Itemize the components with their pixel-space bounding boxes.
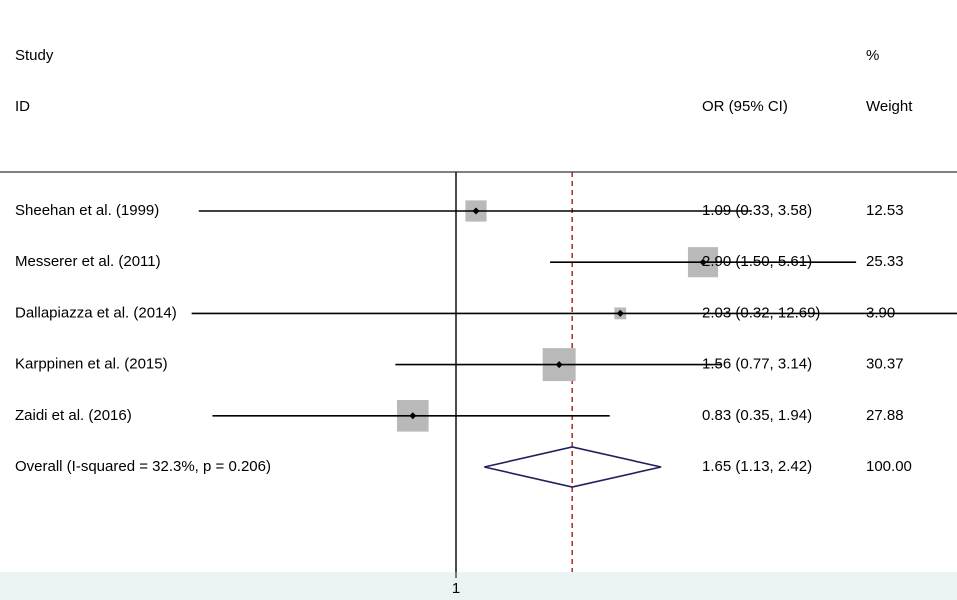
- study-label-1: Messerer et al. (2011): [15, 253, 161, 270]
- header-id: ID: [15, 98, 30, 115]
- study-ci-text-0: 1.09 (0.33, 3.58): [702, 202, 812, 219]
- overall-weight: 100.00: [866, 458, 912, 475]
- study-weight-3: 30.37: [866, 356, 904, 373]
- study-weight-2: 3.90: [866, 304, 895, 321]
- study-weight-4: 27.88: [866, 407, 904, 424]
- study-ci-text-1: 2.90 (1.50, 5.61): [702, 253, 812, 270]
- study-point-0: [472, 207, 480, 215]
- header-study: Study: [15, 47, 54, 64]
- overall-label: Overall (I-squared = 32.3%, p = 0.206): [15, 458, 271, 475]
- study-label-2: Dallapiazza et al. (2014): [15, 304, 177, 321]
- study-weight-0: 12.53: [866, 202, 904, 219]
- x-tick-label-1: 1: [452, 580, 460, 597]
- header-percent: %: [866, 47, 880, 64]
- study-point-1: [699, 258, 707, 266]
- header-or-ci: OR (95% CI): [702, 98, 788, 115]
- study-ci-text-3: 1.56 (0.77, 3.14): [702, 356, 812, 373]
- study-point-2: [616, 309, 624, 317]
- study-label-0: Sheehan et al. (1999): [15, 202, 159, 219]
- study-label-3: Karppinen et al. (2015): [15, 356, 168, 373]
- overall-diamond: [484, 446, 662, 488]
- study-label-4: Zaidi et al. (2016): [15, 407, 132, 424]
- study-ci-text-2: 2.03 (0.32, 12.69): [702, 304, 820, 321]
- x-axis-band: [0, 572, 957, 600]
- study-ci-text-4: 0.83 (0.35, 1.94): [702, 407, 812, 424]
- study-point-4: [409, 412, 417, 420]
- header-weight: Weight: [866, 98, 913, 115]
- overall-ci-text: 1.65 (1.13, 2.42): [702, 458, 812, 475]
- study-point-3: [555, 361, 563, 369]
- study-weight-1: 25.33: [866, 253, 904, 270]
